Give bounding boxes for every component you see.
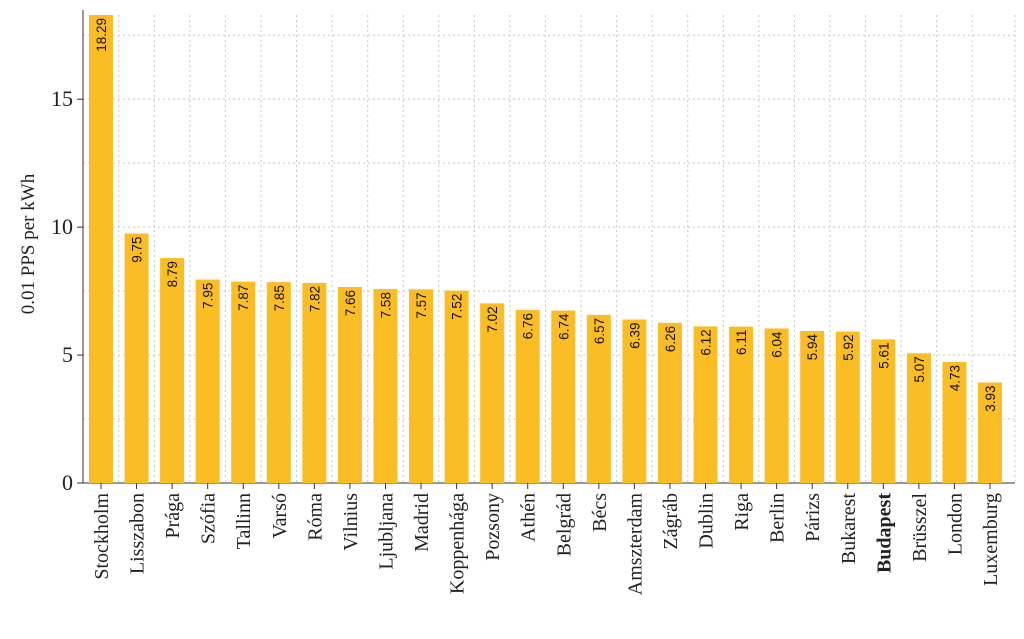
x-tick-label: Vilnius bbox=[340, 493, 362, 551]
value-label: 5.07 bbox=[912, 356, 927, 382]
bar bbox=[444, 290, 469, 483]
x-tick-label: Ljubljana bbox=[375, 493, 397, 570]
value-label: 6.74 bbox=[556, 313, 571, 340]
value-label: 7.95 bbox=[201, 283, 216, 309]
y-tick-label: 15 bbox=[51, 86, 73, 111]
x-tick-label: Athén bbox=[518, 493, 540, 542]
x-tick-label: Szófia bbox=[198, 493, 220, 544]
bar bbox=[409, 289, 434, 483]
value-label: 7.58 bbox=[378, 292, 393, 318]
bar bbox=[800, 331, 825, 483]
x-tick-label: Prága bbox=[162, 493, 184, 539]
bar bbox=[586, 314, 611, 483]
value-label: 9.75 bbox=[130, 237, 145, 263]
x-tick-label: Riga bbox=[731, 493, 753, 531]
bar bbox=[942, 361, 967, 483]
x-tick-label: Amszterdam bbox=[624, 493, 646, 596]
x-tick-label: Berlin bbox=[767, 493, 789, 543]
y-axis-label: 0.01 PPS per kWh bbox=[18, 173, 39, 314]
bar bbox=[195, 279, 220, 483]
value-label: 7.87 bbox=[236, 285, 251, 311]
x-tick-label: Budapest bbox=[873, 493, 895, 573]
bar bbox=[89, 15, 113, 483]
bar bbox=[480, 303, 505, 483]
x-tick-label: Koppenhága bbox=[447, 493, 469, 594]
value-label: 6.12 bbox=[699, 329, 714, 355]
bar bbox=[373, 289, 398, 483]
x-tick-label: Pozsony bbox=[482, 493, 504, 561]
value-label: 7.52 bbox=[450, 294, 465, 320]
value-label: 6.04 bbox=[770, 331, 785, 358]
x-tick-label: Madrid bbox=[411, 493, 433, 552]
bar bbox=[337, 286, 362, 483]
bar bbox=[657, 322, 682, 483]
y-tick-label: 5 bbox=[62, 342, 73, 367]
grid-lines bbox=[83, 15, 1016, 483]
value-label: 4.73 bbox=[947, 365, 962, 391]
bar bbox=[302, 282, 327, 483]
value-label: 8.79 bbox=[165, 261, 180, 287]
x-tick-label: Bécs bbox=[589, 493, 611, 532]
x-tick-label: Párizs bbox=[802, 493, 824, 542]
value-label: 18.29 bbox=[94, 18, 109, 52]
bars bbox=[89, 15, 1002, 483]
bar bbox=[978, 382, 1002, 483]
x-tick-label: Stockholm bbox=[91, 493, 113, 580]
x-tick-label: Dublin bbox=[696, 493, 718, 549]
x-tick-label: Tallinn bbox=[233, 493, 255, 549]
x-tick-label: London bbox=[944, 493, 966, 555]
value-label: 3.93 bbox=[983, 385, 998, 411]
bar bbox=[231, 281, 256, 483]
value-label: 7.82 bbox=[307, 286, 322, 312]
value-label: 7.66 bbox=[343, 290, 358, 316]
bar bbox=[515, 310, 540, 483]
x-tick-label: Luxemburg bbox=[980, 493, 1002, 586]
value-label: 6.57 bbox=[592, 318, 607, 344]
bar bbox=[693, 326, 718, 483]
value-label: 6.39 bbox=[627, 322, 642, 348]
value-label: 7.57 bbox=[414, 292, 429, 318]
value-label: 5.61 bbox=[876, 342, 891, 368]
bar bbox=[551, 310, 576, 483]
x-tick-label: Róma bbox=[304, 493, 326, 541]
bar bbox=[729, 326, 754, 483]
labels: 0 5 10 15 18.29 Stockholm 9.75 Lisszabon 8.79 Prá… bbox=[51, 18, 1002, 595]
y-tick-label: 10 bbox=[51, 214, 73, 239]
bar bbox=[124, 233, 149, 483]
bar bbox=[764, 328, 789, 483]
value-label: 5.92 bbox=[841, 335, 856, 361]
bar bbox=[160, 258, 185, 483]
value-label: 7.85 bbox=[272, 285, 287, 311]
value-label: 7.02 bbox=[485, 306, 500, 332]
value-label: 6.76 bbox=[521, 313, 536, 339]
x-tick-label: Belgrád bbox=[553, 493, 575, 556]
bar bbox=[906, 353, 931, 483]
value-label: 6.11 bbox=[734, 330, 749, 355]
y-tick-label: 0 bbox=[62, 470, 73, 495]
bar bbox=[835, 331, 860, 483]
x-tick-label: Zágráb bbox=[660, 493, 682, 550]
x-tick-label: Bukarest bbox=[838, 493, 860, 565]
bar bbox=[266, 282, 291, 483]
x-tick-label: Brüsszel bbox=[909, 493, 931, 562]
bar bbox=[622, 319, 647, 483]
bar bbox=[871, 339, 896, 483]
value-label: 5.94 bbox=[805, 334, 820, 361]
x-tick-label: Varsó bbox=[269, 493, 291, 539]
x-tick-label: Lisszabon bbox=[127, 493, 149, 574]
value-label: 6.26 bbox=[663, 326, 678, 352]
